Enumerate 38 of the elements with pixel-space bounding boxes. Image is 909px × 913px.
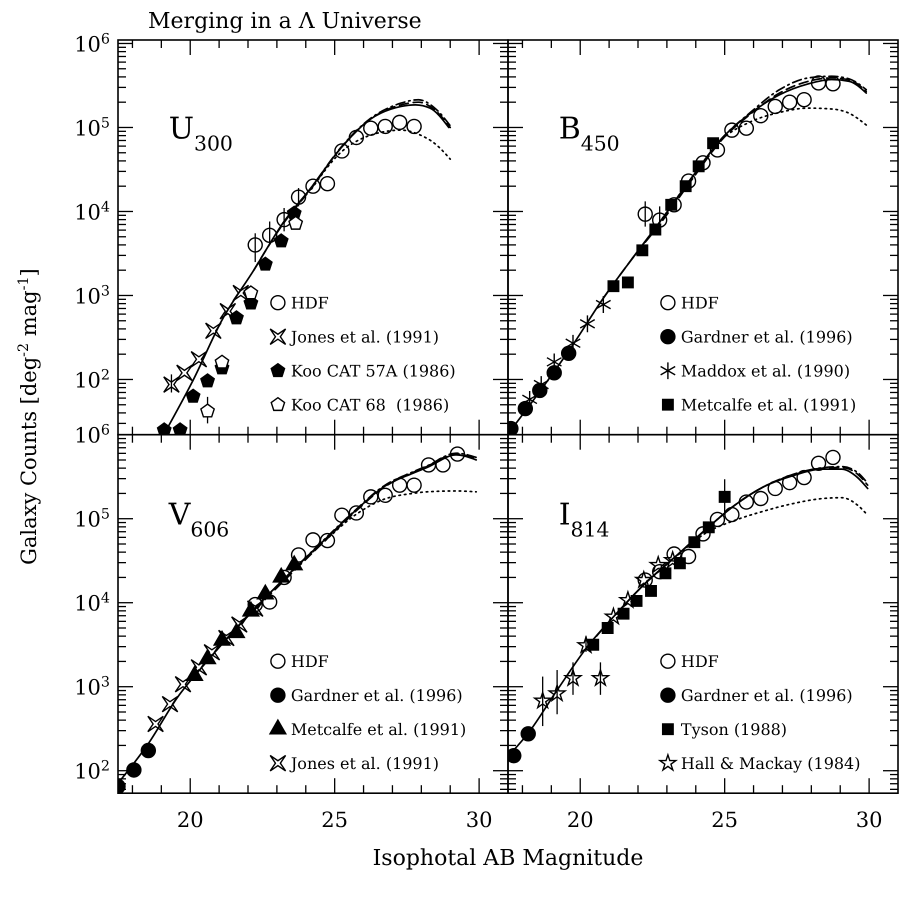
legend-label: HDF bbox=[680, 652, 719, 672]
legend-label: Gardner et al. (1996) bbox=[290, 686, 463, 706]
y-tick-label: 10$^{6}$ bbox=[74, 31, 110, 56]
y-tick-label: 10$^{2}$ bbox=[74, 367, 110, 392]
x-tick-label: 25 bbox=[711, 808, 738, 832]
legend-label: HDF bbox=[290, 294, 329, 313]
legend-label: Jones et al. (1991) bbox=[288, 328, 440, 347]
x-tick-label: 30 bbox=[856, 808, 882, 832]
legend-label: Gardner et al. (1996) bbox=[680, 328, 853, 347]
y-tick-label: 10$^{4}$ bbox=[74, 199, 110, 224]
x-axis-title: Isophotal AB Magnitude bbox=[372, 846, 644, 872]
x-tick-label: 20 bbox=[566, 808, 594, 832]
x-tick-label: 25 bbox=[321, 808, 348, 832]
legend-label: Gardner et al. (1996) bbox=[680, 686, 853, 706]
y-tick-label: 10$^{3}$ bbox=[74, 283, 110, 308]
legend-label: Metcalfe et al. (1991) bbox=[680, 396, 856, 415]
legend-label: Metcalfe et al. (1991) bbox=[290, 720, 466, 740]
legend-label: Tyson (1988) bbox=[680, 720, 788, 740]
y-tick-label: 10$^{4}$ bbox=[74, 590, 110, 616]
chart-title: Merging in a Λ Universe bbox=[148, 9, 422, 34]
y-tick-label: 10$^{6}$ bbox=[74, 422, 110, 448]
annotation: U$_{300}$ bbox=[168, 112, 233, 156]
legend-label: Maddox et al. (1990) bbox=[680, 362, 850, 381]
legend-label: Jones et al. (1991) bbox=[288, 754, 440, 774]
legend-label: Hall & Mackay (1984) bbox=[680, 754, 860, 774]
legend-label: HDF bbox=[290, 652, 329, 672]
y-tick-label: 10$^{5}$ bbox=[74, 115, 110, 140]
legend-label: Koo CAT 57A (1986) bbox=[290, 362, 456, 381]
x-tick-label: 30 bbox=[466, 808, 492, 832]
x-tick-label: 20 bbox=[176, 808, 204, 832]
legend-label: Koo CAT 68 (1986) bbox=[290, 396, 450, 415]
y-tick-label: 10$^{5}$ bbox=[74, 506, 110, 532]
y-tick-label: 10$^{3}$ bbox=[74, 674, 110, 700]
annotation: I$_{814}$ bbox=[558, 497, 610, 542]
legend-label: HDF bbox=[680, 294, 719, 313]
annotation: B$_{450}$ bbox=[558, 112, 620, 156]
y-tick-label: 10$^{2}$ bbox=[74, 758, 110, 784]
annotation: V$_{606}$ bbox=[168, 497, 230, 542]
